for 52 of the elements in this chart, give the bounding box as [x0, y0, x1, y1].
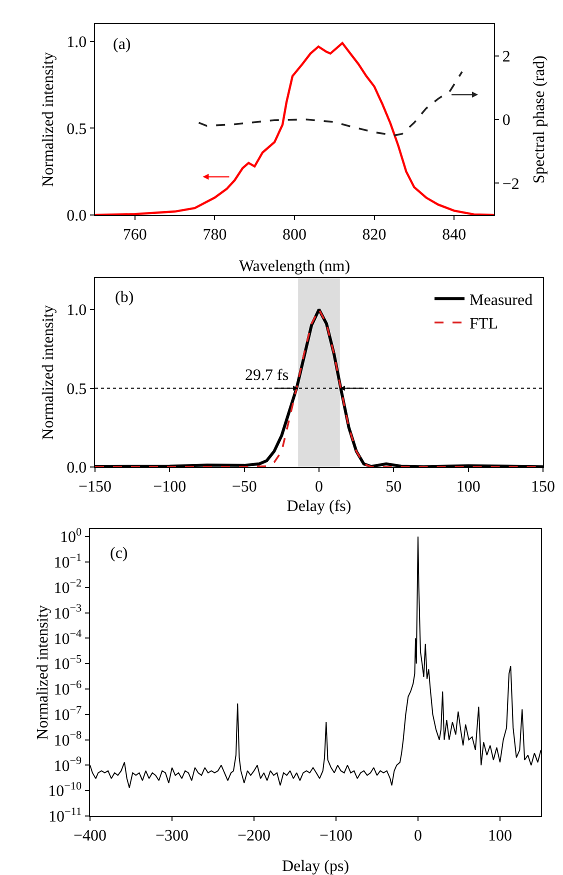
- x-tick-label: −300: [155, 827, 189, 844]
- y2-tick-label: 2: [502, 48, 510, 66]
- x-tick-label: −50: [232, 478, 257, 496]
- x-tick-label: 0: [414, 827, 422, 844]
- y-tick-label: 10$^{−3}$: [54, 602, 82, 622]
- y-tick-label: 10$^{−9}$: [54, 755, 82, 775]
- legend-label: FTL: [470, 316, 498, 333]
- x-tick-label: −200: [237, 827, 271, 844]
- y-tick-label: 10$^{−5}$: [54, 654, 82, 674]
- y2-tick-label: −2: [502, 176, 520, 193]
- y-tick-label: 1.0: [66, 34, 87, 51]
- x-tick-label: 50: [386, 478, 402, 496]
- x-tick-label: 800: [282, 226, 306, 244]
- y-tick-label: 10$^{−10}$: [48, 780, 82, 800]
- x-tick-label: 100: [456, 478, 480, 496]
- y-tick-label: 0.0: [66, 460, 87, 477]
- x-axis-title: Delay (fs): [286, 498, 352, 515]
- annotation: (a): [113, 36, 131, 53]
- y2-axis-title: Spectral phase (rad): [531, 56, 548, 184]
- legend-label: Measured: [470, 292, 533, 309]
- y-axis-title: Normalized intensity: [34, 605, 52, 740]
- x-tick-label: 760: [122, 226, 147, 244]
- x-tick-label: −100: [319, 827, 353, 844]
- x-tick-label: 0: [315, 478, 323, 496]
- y-tick-label: 10$^{−4}$: [54, 628, 82, 648]
- y-tick-label: 10$^{−2}$: [54, 577, 82, 598]
- x-tick-label: −150: [78, 478, 112, 496]
- x-tick-label: −400: [73, 827, 107, 844]
- x-axis-title: Delay (ps): [282, 858, 350, 875]
- y-tick-label: 10$^{−6}$: [54, 678, 82, 699]
- x-tick-label: 820: [362, 226, 386, 244]
- x-tick-label: 840: [442, 226, 466, 244]
- x-tick-label: −100: [153, 478, 186, 496]
- y-axis-title: Normalized intensity: [40, 52, 57, 187]
- annotation: (b): [115, 289, 134, 306]
- y-tick-label: 0.5: [66, 120, 87, 138]
- x-axis-title: Wavelength (nm): [238, 258, 350, 275]
- y-tick-label: 1.0: [66, 302, 87, 320]
- y-tick-label: 10$^{−7}$: [54, 704, 82, 724]
- y-tick-label: 0.5: [66, 380, 87, 398]
- x-tick-label: 780: [202, 226, 227, 244]
- y-tick-label: 10$^{−1}$: [54, 552, 82, 572]
- annotation: (c): [110, 545, 128, 562]
- y-axis-title: Normalized intensity: [40, 305, 57, 440]
- x-tick-label: 100: [488, 827, 512, 844]
- y-tick-label: 10$^{−11}$: [48, 806, 82, 826]
- y-tick-label: 0.0: [66, 208, 87, 225]
- y-tick-label: 10$^{0}$: [60, 526, 82, 546]
- y2-tick-label: 0: [502, 112, 510, 130]
- annotation: 29.7 fs: [245, 367, 289, 384]
- x-tick-label: 150: [531, 478, 555, 496]
- y-tick-label: 10$^{−8}$: [54, 730, 82, 750]
